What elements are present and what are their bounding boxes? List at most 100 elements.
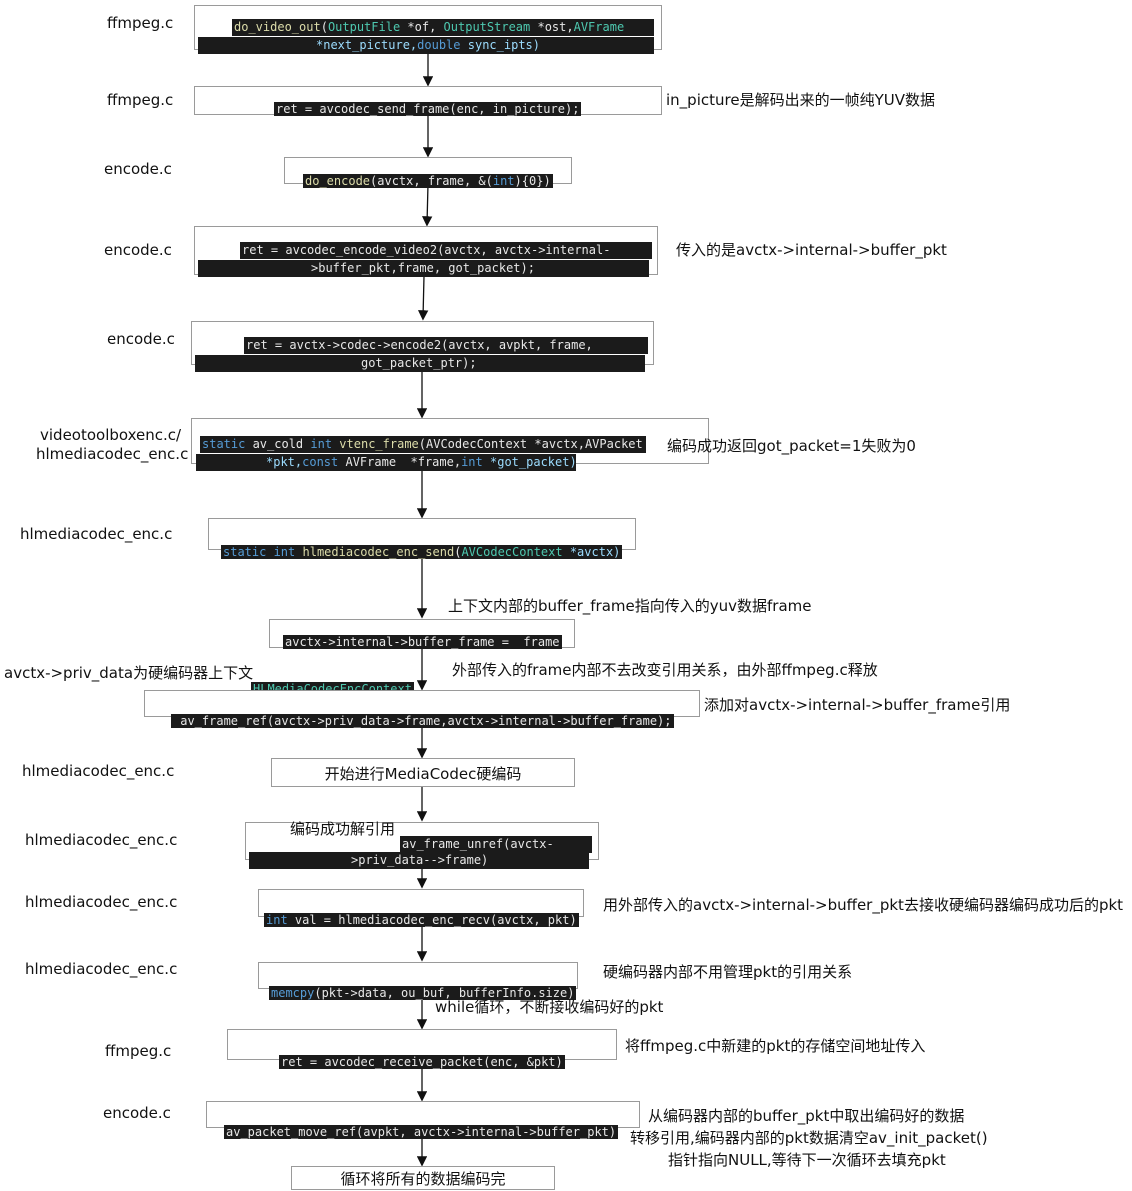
step-loop-end (291, 1166, 555, 1190)
code-text: ret = avcodec_receive_packet(enc, &pkt) (279, 1055, 565, 1069)
note: 外部传入的frame内部不去改变引用关系，由外部ffmpeg.c释放 (452, 661, 878, 679)
code-token: av_cold (245, 437, 311, 451)
code-token: do_video_out (234, 20, 321, 34)
note: 用外部传入的avctx->internal->buffer_pkt去接收硬编码器… (603, 896, 1124, 914)
code-vtenc-frame: static av_cold int vtenc_frame(AVCodecCo… (200, 419, 646, 453)
code-token: const (302, 455, 339, 469)
code-token: do_encode (305, 174, 371, 188)
code-token: (avctx, frame, &( (370, 174, 493, 188)
code-text: >priv_data-->frame) (249, 852, 589, 869)
code-text: ret = avcodec_send_frame(enc, in_picture… (274, 102, 582, 116)
note: 上下文内部的buffer_frame指向传入的yuv数据frame (448, 597, 812, 615)
code-token: *of, (400, 20, 444, 34)
code-text: avctx->internal->buffer_frame = frame (283, 635, 562, 649)
code-token: ){0}) (514, 174, 551, 188)
code-send-frame: ret = avcodec_send_frame(enc, in_picture… (274, 84, 582, 118)
code-token: int (266, 545, 296, 559)
code-token: *next_picture, (316, 38, 418, 52)
code-token: hlmediacodec_enc_send (295, 545, 455, 559)
file-label: encode.c (107, 330, 175, 348)
note: 从编码器内部的buffer_pkt中取出编码好的数据 (648, 1107, 965, 1125)
note: 编码成功解引用 (290, 820, 396, 838)
code-token: static (202, 437, 246, 451)
note: while循环，不断接收编码好的pkt (435, 998, 664, 1016)
step-mediacodec-label: 开始进行MediaCodec硬编码 (324, 765, 522, 783)
code-text: >buffer_pkt,frame, got_packet); (198, 260, 649, 277)
code-frame-unref-2: >priv_data-->frame) (249, 835, 589, 869)
code-token: int (492, 174, 515, 188)
note: 将ffmpeg.c中新建的pkt的存储空间地址传入 (625, 1037, 926, 1055)
code-encode2-2: got_packet_ptr); (195, 338, 645, 372)
step-loop-end-label: 循环将所有的数据编码完 (340, 1170, 506, 1188)
note: 编码成功返回got_packet=1失败为0 (667, 437, 916, 455)
code-text: got_packet_ptr); (195, 355, 645, 372)
code-token: int (461, 455, 483, 469)
note: in_picture是解码出来的一帧纯YUV数据 (666, 91, 935, 109)
file-label: ffmpeg.c (107, 14, 174, 32)
code-token: ( (320, 20, 328, 34)
code-token: int (266, 913, 288, 927)
arrow-3 (421, 183, 433, 227)
code-do-encode: do_encode(avctx, frame, &(int){0}) (303, 156, 553, 190)
step-move-ref (206, 1101, 640, 1128)
code-frame-ref: av_frame_ref(avctx->priv_data->frame,avc… (171, 696, 674, 730)
code-text: ret = avctx->codec->encode2(avctx, avpkt… (244, 337, 648, 354)
code-token: *avctx) (562, 545, 621, 559)
code-token: int (310, 437, 333, 451)
code-token: OutputStream (443, 20, 531, 34)
note: 硬编码器内部不用管理pkt的引用关系 (603, 963, 853, 981)
code-text: ret = avcodec_encode_video2(avctx, avctx… (240, 242, 652, 259)
file-label: hlmediacodec_enc.c (25, 893, 178, 911)
code-text: av_frame_ref(avctx->priv_data->frame,avc… (171, 714, 674, 728)
code-do-video-out: do_video_out(OutputFile *of, OutputStrea… (232, 2, 654, 36)
code-enc-recv: int val = hlmediacodec_enc_recv(avctx, p… (264, 895, 579, 929)
file-label: encode.c (104, 241, 172, 259)
code-token: val = hlmediacodec_enc_recv(avctx, pkt) (287, 913, 577, 927)
file-label: hlmediacodec_enc.c (22, 762, 175, 780)
code-token: AVFrame (573, 20, 625, 34)
code-token: *ost, (530, 20, 574, 34)
code-token: double (417, 38, 461, 52)
file-label: ffmpeg.c (107, 91, 174, 109)
note: 转移引用,编码器内部的pkt数据清空av_init_packet() (630, 1129, 988, 1147)
file-label: hlmediacodec_enc.c (25, 960, 178, 978)
file-label: encode.c (103, 1104, 171, 1122)
code-token: memcpy (271, 986, 315, 1000)
code-token: (AVCodecContext *avctx,AVPacket (418, 437, 643, 451)
code-text: av_packet_move_ref(avpkt, avctx->interna… (224, 1125, 619, 1139)
file-label: videotoolboxenc.c/ (40, 426, 182, 444)
arrow-4 (417, 275, 429, 321)
note: 传入的是avctx->internal->buffer_pkt (676, 241, 947, 259)
file-label: hlmediacodec_enc.c (20, 525, 173, 543)
code-token: AVFrame *frame, (338, 455, 462, 469)
code-do-video-out-2: *next_picture,double sync_ipts) (198, 20, 654, 54)
code-token: OutputFile (327, 20, 401, 34)
code-encode-video2-2: >buffer_pkt,frame, got_packet); (198, 243, 649, 277)
step-mediacodec (271, 758, 575, 787)
note: 指针指向NULL,等待下一次循环去填充pkt (668, 1151, 946, 1169)
code-token: ( (454, 545, 462, 559)
code-memcpy: memcpy(pkt->data, ou_buf, bufferInfo.siz… (269, 968, 577, 1002)
code-token: sync_ipts) (460, 38, 540, 52)
code-token: (pkt->data, ou_buf, bufferInfo.size) (314, 986, 575, 1000)
code-vtenc-frame-2: *pkt,const AVFrame *frame,int *got_packe… (196, 437, 577, 471)
code-token: static (223, 545, 267, 559)
code-receive-packet: ret = avcodec_receive_packet(enc, &pkt) (279, 1037, 565, 1071)
code-encode2: ret = avctx->codec->encode2(avctx, avpkt… (244, 320, 648, 354)
file-label: hlmediacodec_enc.c (36, 445, 189, 463)
step-frame-ref (144, 690, 700, 717)
file-label: hlmediacodec_enc.c (25, 831, 178, 849)
code-token: vtenc_frame (332, 437, 419, 451)
code-encode-video2: ret = avcodec_encode_video2(avctx, avctx… (240, 225, 652, 259)
file-label: encode.c (104, 160, 172, 178)
file-label: ffmpeg.c (105, 1042, 172, 1060)
code-token: AVCodecContext (461, 545, 563, 559)
code-buffer-frame: avctx->internal->buffer_frame = frame (283, 617, 562, 651)
code-token: *pkt, (266, 455, 303, 469)
code-move-ref: av_packet_move_ref(avpkt, avctx->interna… (224, 1107, 619, 1141)
note: avctx->priv_data为硬编码器上下文 (4, 664, 254, 682)
code-enc-send: static int hlmediacodec_enc_send(AVCodec… (221, 527, 623, 561)
code-token: *got_packet) (482, 455, 577, 469)
code-frame-unref: av_frame_unref(avctx- (400, 819, 592, 853)
note: 添加对avctx->internal->buffer_frame引用 (704, 696, 1011, 714)
